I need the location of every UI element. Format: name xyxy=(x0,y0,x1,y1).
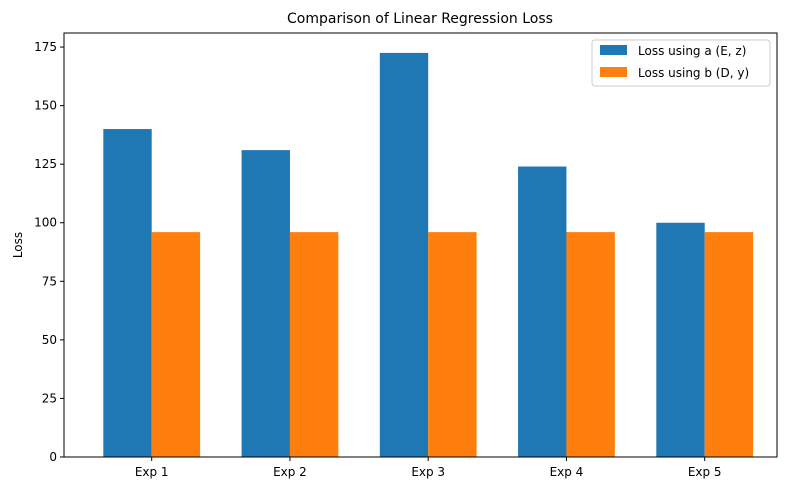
bar-series-a-5 xyxy=(656,222,705,457)
y-tick-label: 100 xyxy=(34,216,57,230)
bar-series-b-3 xyxy=(428,232,477,457)
x-axis-ticks: Exp 1 Exp 2 Exp 3 Exp 4 Exp 5 xyxy=(135,457,722,479)
y-tick-label: 150 xyxy=(34,99,57,113)
y-tick-label: 75 xyxy=(42,274,57,288)
bar-series-b-4 xyxy=(566,232,615,457)
bar-series-a-1 xyxy=(103,129,152,458)
x-tick-label: Exp 2 xyxy=(273,465,307,479)
legend-label-series-b: Loss using b (D, y) xyxy=(638,66,749,80)
x-tick-label: Exp 5 xyxy=(688,465,722,479)
bar-series-a-4 xyxy=(518,166,567,458)
x-tick-label: Exp 3 xyxy=(411,465,445,479)
y-tick-label: 25 xyxy=(42,391,57,405)
y-axis-title: Loss xyxy=(11,232,25,258)
x-tick-label: Exp 1 xyxy=(135,465,169,479)
legend-box xyxy=(591,39,771,87)
x-tick-label: Exp 4 xyxy=(550,465,584,479)
bar-series-b-2 xyxy=(289,232,339,457)
bars xyxy=(103,52,754,458)
y-tick-label: 50 xyxy=(42,333,57,347)
bar-series-b-5 xyxy=(704,232,754,457)
legend: Loss using a (E, z) Loss using b (D, y) xyxy=(591,39,771,87)
y-tick-label: 125 xyxy=(34,157,57,171)
chart-title: Comparison of Linear Regression Loss xyxy=(287,11,553,27)
legend-swatch-series-b xyxy=(600,67,627,77)
y-axis-ticks: 0 25 50 75 100 125 150 175 xyxy=(34,40,64,464)
bar-series-b-1 xyxy=(151,232,201,457)
legend-label-series-a: Loss using a (E, z) xyxy=(638,44,746,58)
bar-series-a-3 xyxy=(379,52,429,458)
y-tick-label: 0 xyxy=(49,450,57,464)
bar-series-a-2 xyxy=(241,150,290,457)
y-tick-label: 175 xyxy=(34,40,57,54)
plot-frame xyxy=(63,32,778,458)
legend-swatch-series-a xyxy=(600,45,627,55)
